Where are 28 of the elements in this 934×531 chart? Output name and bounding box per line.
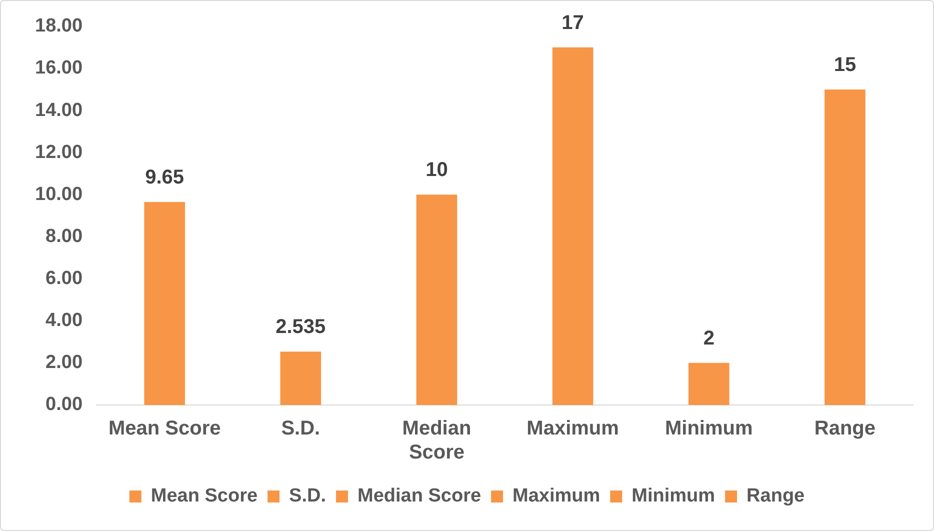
data-label: 15 — [834, 54, 856, 76]
y-tick-label: 6.00 — [46, 268, 83, 290]
y-tick-label: 16.00 — [35, 58, 83, 79]
x-tick-label: Maximum — [526, 418, 619, 440]
x-tick-label: Minimum — [664, 418, 753, 440]
y-tick-label: 8.00 — [46, 226, 83, 247]
y-tick-label: 14.00 — [35, 100, 83, 121]
y-tick-label: 0.00 — [46, 394, 83, 416]
data-label: 10 — [426, 159, 448, 182]
legend-label: Mean Score — [150, 486, 258, 507]
y-tick-label: 4.00 — [46, 310, 83, 332]
data-label: 2 — [703, 327, 714, 350]
legend-label: Minimum — [632, 486, 716, 507]
legend-label: S.D. — [289, 486, 326, 507]
y-tick-label: 10.00 — [35, 184, 83, 205]
legend-label: Range — [746, 486, 805, 507]
x-tick-label: S.D. — [281, 418, 320, 440]
x-tick-label: Median Score — [402, 418, 472, 464]
legend-label: Maximum — [512, 486, 600, 507]
x-tick-label: Range — [814, 418, 876, 440]
x-tick-label: Mean Score — [108, 418, 221, 440]
y-tick-label: 2.00 — [46, 352, 83, 374]
y-tick-label: 12.00 — [35, 142, 83, 163]
data-label: 9.65 — [145, 166, 184, 189]
y-tick-label: 18.00 — [35, 16, 83, 37]
legend-label: Median Score — [357, 486, 482, 507]
data-label: 17 — [562, 12, 584, 34]
data-label: 2.535 — [276, 316, 326, 338]
